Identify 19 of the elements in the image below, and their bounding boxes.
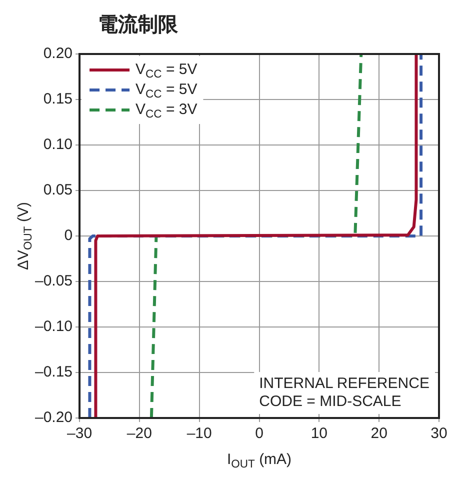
y-tick-label: 0.15 bbox=[43, 90, 73, 108]
x-tick-label: 10 bbox=[310, 425, 328, 442]
x-tick-label: –20 bbox=[126, 425, 152, 442]
y-tick-label: –0.05 bbox=[34, 272, 73, 290]
y-tick-label: 0.10 bbox=[43, 136, 73, 154]
annotation: INTERNAL REFERENCE CODE = MID-SCALE bbox=[259, 375, 430, 410]
x-tick-label: 0 bbox=[255, 425, 264, 442]
y-tick-label: 0 bbox=[64, 227, 73, 244]
y-axis-title: ΔVOUT (V) bbox=[15, 202, 35, 270]
x-tick-label: 30 bbox=[430, 425, 448, 442]
x-tick-label: –10 bbox=[186, 425, 212, 442]
x-tick-label: 20 bbox=[370, 425, 388, 442]
x-tick-label: –30 bbox=[67, 425, 92, 442]
y-tick-label: –0.20 bbox=[34, 409, 73, 426]
y-tick-label: –0.10 bbox=[34, 318, 73, 336]
y-tick-label: –0.15 bbox=[34, 364, 73, 381]
y-tick-label: 0.20 bbox=[43, 45, 73, 62]
chart-title: 電流制限 bbox=[97, 12, 179, 38]
y-tick-label: 0.05 bbox=[43, 182, 73, 199]
